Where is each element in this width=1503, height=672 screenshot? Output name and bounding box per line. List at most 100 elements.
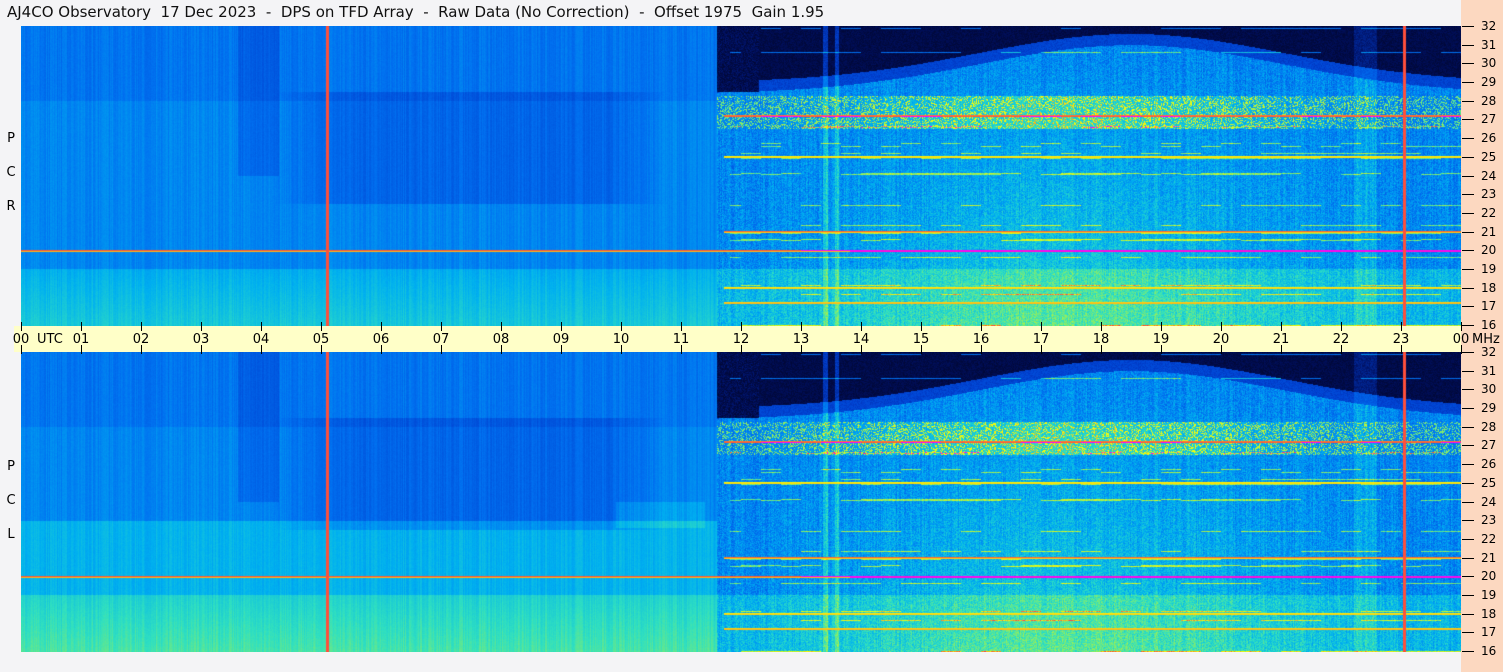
y-tick-mark: [1462, 557, 1474, 559]
y-tick-label: 29: [1481, 75, 1497, 90]
y-tick-label: 22: [1481, 205, 1497, 220]
y-tick-mark: [1462, 613, 1474, 615]
panel-letter: C: [6, 493, 16, 508]
x-tick-label: 11: [672, 332, 690, 347]
y-tick-mark: [1462, 632, 1474, 634]
y-tick-mark: [1462, 389, 1474, 391]
y-tick-mark: [1462, 306, 1474, 308]
x-tick-mark: [621, 322, 622, 331]
y-tick-mark: [1462, 63, 1474, 65]
x-tick-label: 03: [192, 332, 210, 347]
x-tick-mark: [801, 345, 802, 354]
y-tick-label: 23: [1481, 513, 1497, 528]
x-tick-mark: [861, 322, 862, 331]
y-tick-label: 16: [1481, 318, 1497, 332]
y-tick-label: 21: [1481, 550, 1497, 565]
x-tick-label: 14: [852, 332, 870, 347]
x-tick-label: 04: [252, 332, 270, 347]
y-tick-label: 20: [1481, 243, 1497, 258]
x-tick-label: 21: [1272, 332, 1290, 347]
x-tick-mark: [501, 322, 502, 331]
x-tick-mark: [921, 322, 922, 331]
y-tick-mark: [1462, 268, 1474, 270]
y-tick-label: 32: [1481, 345, 1497, 359]
y-tick-label: 27: [1481, 438, 1497, 453]
y-tick-label: 31: [1481, 37, 1497, 52]
x-tick-label: 22: [1332, 332, 1350, 347]
x-tick-label: 15: [912, 332, 930, 347]
rcp-spectrogram: [21, 26, 1461, 326]
y-tick-label: 17: [1481, 299, 1497, 314]
lcp-spectrogram: [21, 352, 1461, 652]
y-tick-mark: [1462, 250, 1474, 252]
y-tick-mark: [1462, 156, 1474, 158]
panel-label-rcp: P C R: [4, 122, 18, 224]
x-tick-label: 09: [552, 332, 570, 347]
panel-letter: P: [7, 459, 15, 474]
x-tick-label: 05: [312, 332, 330, 347]
x-tick-label: 18: [1092, 332, 1110, 347]
x-tick-mark: [381, 322, 382, 331]
y-tick-mark: [1462, 538, 1474, 540]
panel-label-lcp: P C L: [4, 450, 18, 552]
y-tick-label: 21: [1481, 224, 1497, 239]
x-tick-mark: [321, 345, 322, 354]
x-tick-mark: [741, 345, 742, 354]
x-tick-label: 13: [792, 332, 810, 347]
x-tick-mark: [1101, 345, 1102, 354]
y-tick-mark: [1462, 175, 1474, 177]
x-tick-mark: [861, 345, 862, 354]
y-tick-label: 30: [1481, 382, 1497, 397]
y-tick-label: 17: [1481, 625, 1497, 640]
x-tick-mark: [81, 345, 82, 354]
utc-label: UTC: [37, 332, 63, 347]
y-tick-label: 24: [1481, 494, 1497, 509]
x-tick-mark: [1341, 322, 1342, 331]
y-tick-mark: [1462, 138, 1474, 140]
y-tick-label: 25: [1481, 149, 1497, 164]
x-tick-mark: [801, 322, 802, 331]
x-tick-mark: [21, 345, 22, 354]
x-tick-mark: [261, 322, 262, 331]
y-tick-mark: [1462, 231, 1474, 233]
panel-letter: L: [7, 527, 15, 542]
y-tick-label: 26: [1481, 457, 1497, 472]
x-tick-mark: [621, 345, 622, 354]
x-tick-label: 07: [432, 332, 450, 347]
x-tick-label: 19: [1152, 332, 1170, 347]
x-tick-mark: [1221, 345, 1222, 354]
x-tick-label: 01: [72, 332, 90, 347]
x-tick-label: 20: [1212, 332, 1230, 347]
x-tick-mark: [1221, 322, 1222, 331]
y-tick-label: 28: [1481, 419, 1497, 434]
x-tick-mark: [441, 322, 442, 331]
y-tick-mark: [1462, 325, 1474, 326]
x-tick-mark: [1461, 345, 1462, 354]
x-tick-label: 00: [12, 332, 30, 347]
x-tick-mark: [141, 345, 142, 354]
y-tick-mark: [1462, 352, 1474, 353]
y-tick-mark: [1462, 26, 1474, 27]
y-tick-label: 18: [1481, 606, 1497, 621]
x-tick-mark: [1161, 322, 1162, 331]
y-tick-mark: [1462, 82, 1474, 84]
y-tick-label: 18: [1481, 280, 1497, 295]
chart-title: AJ4CO Observatory 17 Dec 2023 - DPS on T…: [7, 3, 825, 21]
x-tick-mark: [201, 345, 202, 354]
y-tick-mark: [1462, 44, 1474, 46]
x-tick-mark: [561, 322, 562, 331]
y-tick-mark: [1462, 482, 1474, 484]
x-tick-mark: [1401, 322, 1402, 331]
y-tick-mark: [1462, 100, 1474, 102]
time-axis: [14, 326, 1461, 352]
x-tick-mark: [1161, 345, 1162, 354]
rcp-heatmap: [21, 26, 1461, 326]
x-tick-mark: [681, 345, 682, 354]
x-tick-label: 12: [732, 332, 750, 347]
x-tick-mark: [1041, 322, 1042, 331]
x-tick-mark: [21, 322, 22, 331]
x-tick-mark: [1341, 345, 1342, 354]
x-tick-mark: [681, 322, 682, 331]
y-tick-mark: [1462, 426, 1474, 428]
x-tick-mark: [981, 345, 982, 354]
